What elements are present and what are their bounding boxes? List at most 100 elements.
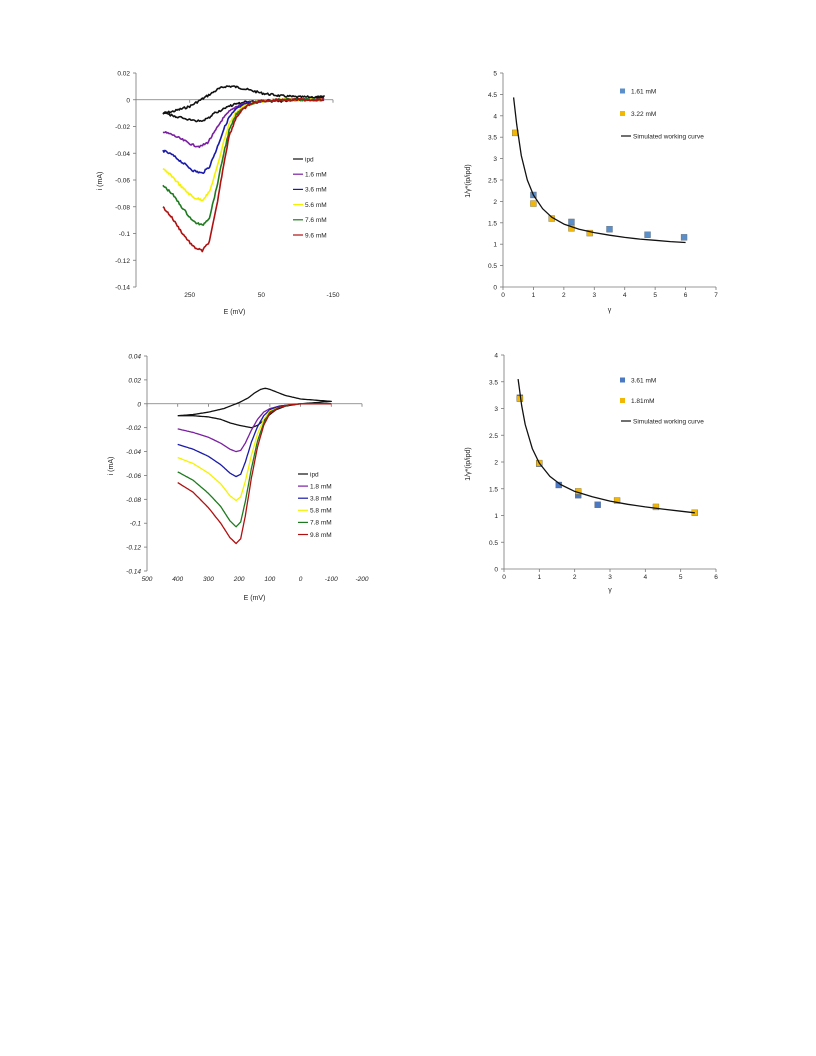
legend: 1.61 mM 3.22 mM Simulated working curve [620,88,704,140]
x-tick-label: 4 [623,292,627,299]
x-tick-label: 3 [592,292,596,299]
y-tick-label: -0.08 [115,204,130,211]
y-tick-label: 0 [494,567,498,574]
legend-swatch [620,111,625,116]
legend-label: Simulated working curve [633,133,704,140]
x-axis-label: E (mV) [224,309,246,316]
data-point [568,225,575,232]
y-tick-label: 1.5 [489,486,498,493]
x-tick-label: 1 [532,292,536,299]
x-tick-label: 2 [562,292,566,299]
x-axis-label: E (mV) [244,595,266,602]
legend: ipd 1.8 mM 3.8 mM 5.8 mM 7.8 mM 9.8 mM [298,471,332,539]
legend-label: 3.8 mM [310,496,332,503]
legend-label: 3.61 mM [631,377,656,384]
legend-label: 3.22 mM [631,111,656,118]
y-axis-label: i (mA) [97,172,104,191]
y-tick-label: -0.1 [130,521,142,528]
legend-label: 9.6 mM [305,232,327,239]
x-tick-label: 6 [714,574,718,581]
series-line-0 [177,387,332,429]
y-tick-label: 3.5 [488,135,497,142]
data-point [652,503,660,511]
y-tick-label: -0.04 [126,449,141,456]
y-axis-label: 1/γ*(ip/ipd) [465,164,472,197]
y-tick-label: 1.5 [488,220,497,227]
legend-label: 1.6 mM [305,172,327,179]
x-tick-label: -150 [326,292,339,299]
data-point [644,231,651,238]
data-point [586,229,593,237]
y-tick-label: 0.02 [128,377,141,384]
y-tick-label: 3.5 [489,379,498,386]
y-axis-label: 1/γ*(ip/ipd) [465,447,472,480]
data-point [680,234,688,241]
x-tick-label: 300 [203,576,214,583]
series-line-2 [517,379,695,514]
legend-label: 7.8 mM [310,520,332,527]
y-tick-label: 4 [493,113,497,120]
legend-swatch [620,398,625,403]
legend-label: 7.6 mM [305,217,327,224]
series-line-4 [162,97,325,226]
x-tick-label: 0 [299,576,303,583]
data-point [613,497,621,504]
y-tick-label: -0.02 [126,425,141,432]
x-tick-label: 1 [538,574,542,581]
y-tick-label: 0.04 [128,354,141,361]
legend-label: Simulated working curve [633,418,704,425]
y-tick-label: 2.5 [489,433,498,440]
legend-label: 1.8 mM [310,483,332,490]
legend-label: ipd [305,156,314,163]
series-line-3 [162,97,325,202]
data-point [568,218,575,226]
cv2-chart: 0.04 0.02 0 -0.02 -0.04 -0.06 -0.08 -0.1 -0.12 -0… [108,354,369,603]
legend-swatch [620,377,625,383]
data-point [530,200,537,207]
series-line-5 [177,403,332,545]
x-tick-label: 200 [233,576,245,583]
y-tick-label: 2 [493,199,497,206]
legend-label: 9.8 mM [310,532,332,539]
y-tick-label: 0.5 [489,540,498,547]
x-tick-label: 100 [264,576,275,583]
legend: ipd 1.6 mM 3.6 mM 5.6 mM 7.6 mM 9.6 mM [293,156,327,239]
x-tick-label: 2 [573,574,577,581]
legend-label: 1.81mM [631,398,654,405]
y-tick-label: -0.06 [126,473,141,480]
x-tick-label: 3 [608,574,612,581]
x-tick-label: 6 [684,292,688,299]
y-tick-label: -0.02 [115,124,130,131]
series-line-5 [162,97,325,253]
x-tick-label: 250 [184,292,195,299]
x-tick-label: 5 [653,292,657,299]
y-tick-label: -0.1 [119,231,131,238]
x-tick-label: 0 [502,574,506,581]
legend-label: ipd [310,471,319,478]
x-tick-label: 400 [172,576,183,583]
y-tick-label: -0.14 [115,285,130,292]
x-tick-label: 4 [644,574,648,581]
x-axis-label: γ [608,307,612,314]
y-tick-label: 2.5 [488,178,497,185]
y-tick-label: 3 [494,406,498,413]
y-tick-label: 0 [137,401,141,408]
x-tick-label: 50 [258,292,266,299]
legend-label: 5.8 mM [310,508,332,515]
y-tick-label: 5 [493,71,497,78]
series-line-2 [162,97,325,175]
y-tick-label: -0.12 [126,545,141,552]
wc2-chart: 0 0.5 1 1.5 2 2.5 3 3.5 4 0 1 2 3 4 5 6 γ 1/γ*(ip/ipd) 3.6… [465,353,718,595]
x-tick-label: -200 [355,576,368,583]
x-tick-label: 5 [679,574,683,581]
y-axis-label: i (mA) [108,457,115,476]
x-tick-label: 7 [714,292,718,299]
data-point [606,226,613,233]
series-line-2 [512,97,686,244]
x-axis-label: γ [608,587,612,594]
legend-label: 3.6 mM [305,187,327,194]
y-tick-label: -0.04 [115,151,130,158]
y-tick-label: 0 [126,97,130,104]
legend-label: 1.61 mM [631,88,656,95]
x-tick-label: 0 [501,292,505,299]
